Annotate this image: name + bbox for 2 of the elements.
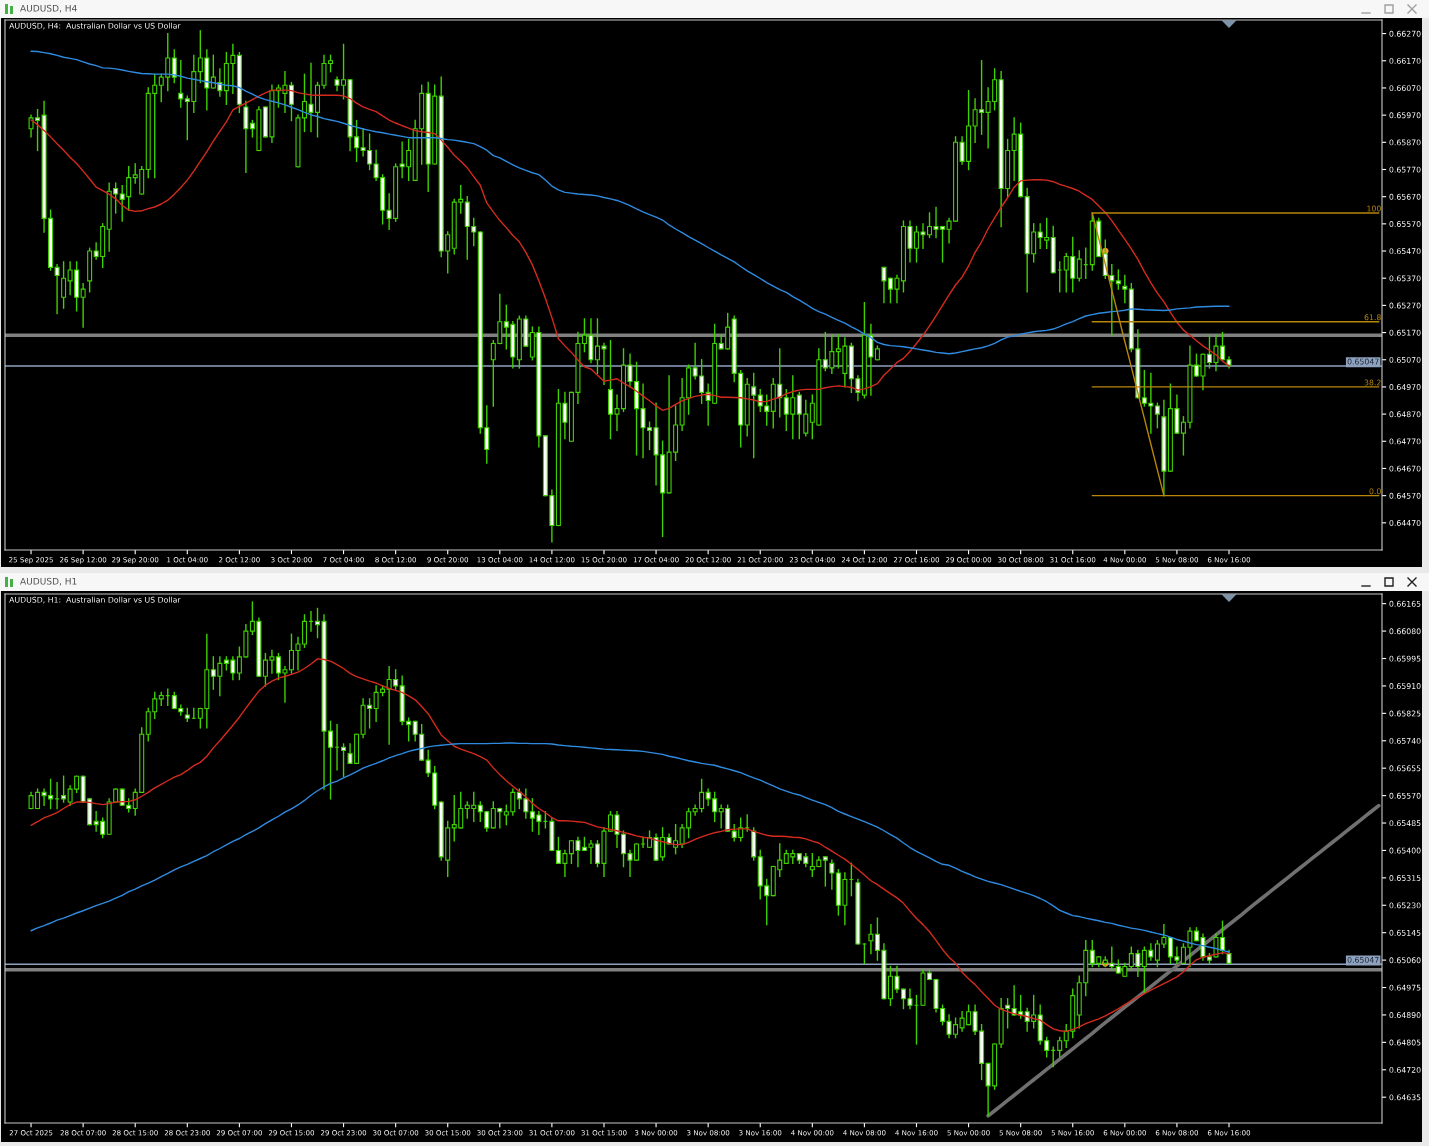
chart-title: AUDUSD, H1 <box>20 577 77 586</box>
chart-title: AUDUSD, H4 <box>20 4 77 13</box>
